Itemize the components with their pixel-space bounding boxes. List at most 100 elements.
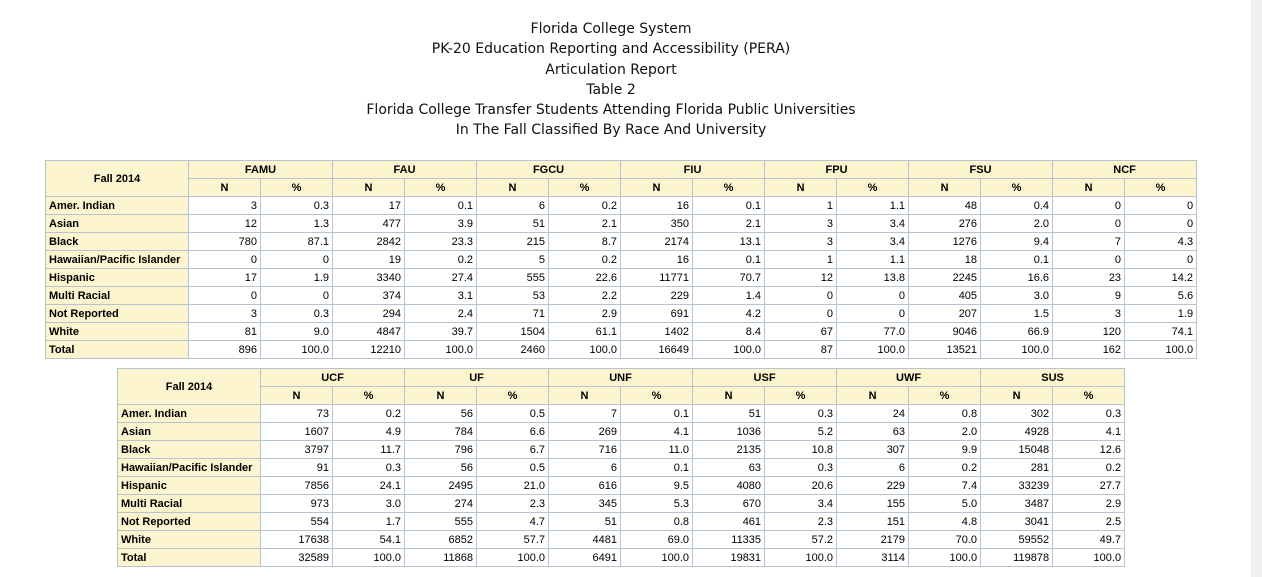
percent-cell: 100.0 bbox=[764, 548, 838, 567]
percent-cell: 0.2 bbox=[548, 196, 622, 215]
percent-cell: 0.3 bbox=[764, 404, 838, 423]
count-cell: 0 bbox=[764, 286, 838, 305]
count-cell: 5 bbox=[476, 250, 550, 269]
count-cell: 151 bbox=[836, 512, 910, 531]
table-row: Asian 12 1.3 477 3.9 51 2.1 350 2.1 3 3.4 276 2.0 0 0 bbox=[45, 214, 1198, 233]
percent-cell: 100.0 bbox=[980, 340, 1054, 359]
percent-cell: 24.1 bbox=[331, 476, 406, 495]
count-cell: 555 bbox=[476, 268, 550, 287]
count-cell: 716 bbox=[548, 440, 622, 459]
percent-cell: 0.5 bbox=[476, 458, 550, 477]
count-cell: 3 bbox=[188, 196, 261, 215]
count-cell: 19 bbox=[332, 250, 406, 269]
row-label: Total bbox=[45, 340, 189, 359]
percent-cell: 74.1 bbox=[1124, 322, 1198, 341]
count-cell: 1504 bbox=[476, 322, 550, 341]
count-cell: 16 bbox=[620, 250, 694, 269]
percent-cell: 14.2 bbox=[1124, 268, 1198, 287]
count-cell: 2179 bbox=[836, 530, 910, 549]
count-cell: 0 bbox=[1052, 250, 1126, 269]
university-header: FIU bbox=[620, 160, 766, 179]
percent-cell: 61.1 bbox=[548, 322, 622, 341]
count-cell: 155 bbox=[836, 494, 910, 513]
row-label: Black bbox=[45, 232, 189, 251]
count-cell: 3 bbox=[188, 304, 261, 323]
count-cell: 276 bbox=[908, 214, 982, 233]
percent-cell: 0.3 bbox=[259, 304, 334, 323]
percent-cell: 1.9 bbox=[1124, 304, 1198, 323]
percent-cell: 1.7 bbox=[331, 512, 406, 531]
count-cell: 16 bbox=[620, 196, 694, 215]
percent-cell: 3.0 bbox=[980, 286, 1054, 305]
percent-cell: 100.0 bbox=[331, 548, 406, 567]
percent-cell: 100.0 bbox=[476, 548, 550, 567]
table-row: Amer. Indian 73 0.2 56 0.5 7 0.1 51 0.3 24 0.8 302 0… bbox=[117, 404, 1126, 423]
university-table-1: Fall 2014 FAMU FAU FGCU FIU FPU FSU NCF N% N% N% N%… bbox=[45, 160, 1198, 359]
count-cell: 1276 bbox=[908, 232, 982, 251]
percent-cell: 9.9 bbox=[908, 440, 982, 459]
row-label: White bbox=[117, 530, 261, 549]
percent-cell: 4.8 bbox=[908, 512, 982, 531]
title-line: Articulation Report bbox=[545, 61, 677, 78]
table-row: White 81 9.0 4847 39.7 1504 61.1 1402 8.4 67 77.0 9… bbox=[45, 322, 1198, 341]
percent-subheader: % bbox=[331, 386, 406, 405]
percent-cell: 4.2 bbox=[692, 304, 766, 323]
count-cell: 6491 bbox=[548, 548, 622, 567]
percent-cell: 21.0 bbox=[476, 476, 550, 495]
count-subheader: N bbox=[188, 178, 261, 197]
percent-cell: 4.9 bbox=[331, 422, 406, 441]
count-cell: 0 bbox=[1052, 214, 1126, 233]
count-subheader: N bbox=[332, 178, 406, 197]
percent-cell: 0.1 bbox=[404, 196, 478, 215]
count-cell: 3 bbox=[764, 214, 838, 233]
count-cell: 67 bbox=[764, 322, 838, 341]
count-cell: 0 bbox=[1052, 196, 1126, 215]
percent-cell: 0.1 bbox=[620, 458, 694, 477]
report-title-block: Florida College System PK-20 Education R… bbox=[0, 19, 1222, 141]
percent-cell: 0 bbox=[1124, 196, 1198, 215]
count-cell: 477 bbox=[332, 214, 406, 233]
university-header: SUS bbox=[980, 368, 1126, 387]
university-header: NCF bbox=[1052, 160, 1198, 179]
percent-subheader: % bbox=[692, 178, 766, 197]
count-cell: 784 bbox=[404, 422, 478, 441]
university-header: FGCU bbox=[476, 160, 622, 179]
percent-cell: 0 bbox=[836, 286, 910, 305]
count-cell: 81 bbox=[188, 322, 261, 341]
count-cell: 17638 bbox=[260, 530, 333, 549]
percent-cell: 5.3 bbox=[620, 494, 694, 513]
count-cell: 7 bbox=[1052, 232, 1126, 251]
percent-cell: 4.3 bbox=[1124, 232, 1198, 251]
count-subheader: N bbox=[404, 386, 478, 405]
count-cell: 229 bbox=[620, 286, 694, 305]
percent-subheader: % bbox=[908, 386, 982, 405]
count-cell: 11771 bbox=[620, 268, 694, 287]
percent-cell: 0.5 bbox=[476, 404, 550, 423]
row-label: Hawaiian/Pacific Islander bbox=[117, 458, 261, 477]
university-header: FAMU bbox=[187, 160, 334, 179]
count-cell: 6 bbox=[836, 458, 910, 477]
percent-cell: 5.0 bbox=[908, 494, 982, 513]
count-cell: 12 bbox=[764, 268, 838, 287]
percent-subheader: % bbox=[476, 386, 550, 405]
vertical-scrollbar[interactable] bbox=[1251, 0, 1262, 577]
percent-cell: 13.8 bbox=[836, 268, 910, 287]
count-cell: 796 bbox=[404, 440, 478, 459]
percent-cell: 27.7 bbox=[1052, 476, 1126, 495]
count-cell: 302 bbox=[980, 404, 1054, 423]
count-cell: 2460 bbox=[476, 340, 550, 359]
count-cell: 3 bbox=[764, 232, 838, 251]
table-corner-label: Fall 2014 bbox=[45, 160, 189, 197]
row-label: Hispanic bbox=[45, 268, 189, 287]
count-cell: 51 bbox=[476, 214, 550, 233]
count-cell: 2842 bbox=[332, 232, 406, 251]
table-row: Total 896 100.0 12210 100.0 2460 100.0 16649 100… bbox=[45, 340, 1198, 359]
count-cell: 24 bbox=[836, 404, 910, 423]
table-row: Multi Racial 973 3.0 274 2.3 345 5.3 670 3.4 155 5… bbox=[117, 494, 1126, 513]
count-subheader: N bbox=[476, 178, 550, 197]
count-cell: 554 bbox=[260, 512, 333, 531]
count-subheader: N bbox=[1052, 178, 1126, 197]
title-line: Table 2 bbox=[586, 81, 636, 98]
percent-cell: 22.6 bbox=[548, 268, 622, 287]
percent-cell: 5.2 bbox=[764, 422, 838, 441]
